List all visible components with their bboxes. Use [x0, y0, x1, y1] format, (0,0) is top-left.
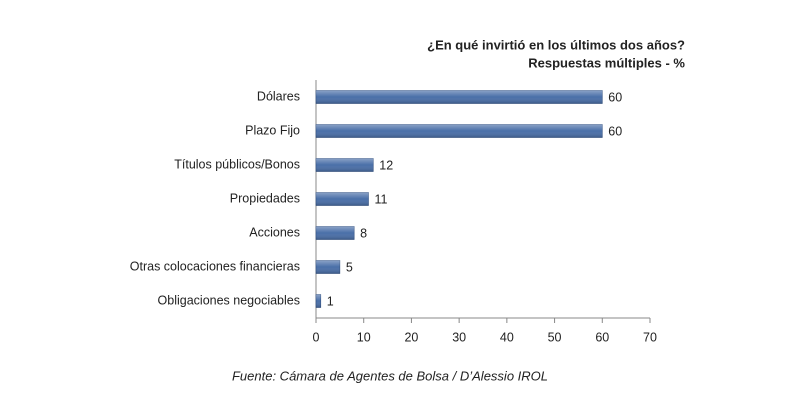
data-label: 1: [327, 294, 334, 308]
source-note: Fuente: Cámara de Agentes de Bolsa / D’A…: [232, 368, 548, 383]
chart-title: ¿En qué invirtió en los últimos dos años…: [427, 37, 685, 52]
y-tick-label: Obligaciones negociables: [158, 293, 300, 307]
bar: [315, 90, 603, 104]
data-label: 5: [346, 260, 353, 274]
x-tick-label: 30: [452, 330, 466, 344]
x-tick-label: 0: [313, 330, 320, 344]
x-tick-label: 60: [595, 330, 609, 344]
x-tick-label: 50: [548, 330, 562, 344]
x-tick-label: 10: [357, 330, 371, 344]
x-tick-label: 70: [643, 330, 657, 344]
y-tick-label: Títulos públicos/Bonos: [174, 157, 300, 171]
y-tick-label: Otras colocaciones financieras: [130, 259, 300, 273]
bar: [315, 260, 341, 274]
y-tick-label: Dólares: [257, 89, 300, 103]
bar: [315, 124, 603, 138]
data-label: 11: [374, 192, 387, 206]
bar: [315, 294, 322, 308]
data-label: 60: [608, 90, 622, 104]
data-label: 8: [360, 226, 367, 240]
bar: [315, 226, 355, 240]
y-tick-label: Propiedades: [230, 191, 300, 205]
bar: [315, 192, 369, 206]
data-label: 60: [608, 124, 622, 138]
bar: [315, 158, 374, 172]
y-tick-label: Plazo Fijo: [245, 123, 300, 137]
data-label: 12: [379, 158, 393, 172]
chart-subtitle: Respuestas múltiples - %: [528, 55, 685, 70]
y-tick-label: Acciones: [249, 225, 300, 239]
x-tick-label: 20: [404, 330, 418, 344]
x-tick-label: 40: [500, 330, 514, 344]
